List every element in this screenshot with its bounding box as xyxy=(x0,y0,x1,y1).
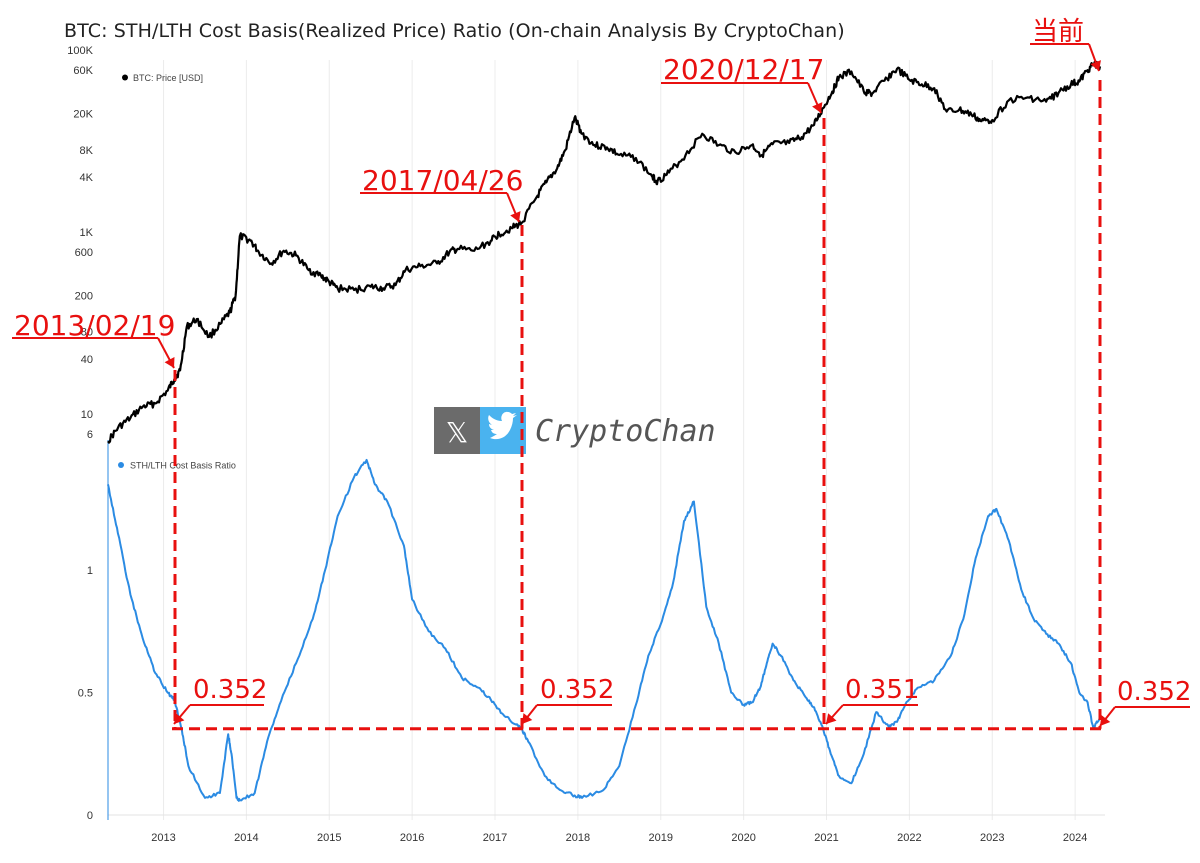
x-logo-icon: 𝕏 xyxy=(446,416,469,449)
ratio-y-tick-label: 0 xyxy=(87,810,93,822)
date-annotation-arrow-head xyxy=(1090,60,1101,71)
value-annotation-label: 0.351 xyxy=(845,675,919,705)
sth-lth-ratio-line xyxy=(107,458,1101,802)
annotations: 2013/02/19 2017/04/26 2020/12/17 当前 0.352 0.3… xyxy=(12,17,1191,731)
value-annotation-label: 0.352 xyxy=(1117,677,1191,707)
price-y-tick-label: 6 xyxy=(87,429,93,441)
price-y-tick-label: 1K xyxy=(80,227,94,239)
value-annotation-label: 0.352 xyxy=(193,675,267,705)
price-y-tick-label: 10 xyxy=(81,409,93,421)
ratio-legend: STH/LTH Cost Basis Ratio xyxy=(118,461,236,471)
grid-lines xyxy=(108,60,1105,820)
x-logo-box xyxy=(434,407,480,454)
date-annotation-arrow-head xyxy=(510,211,521,222)
ratio-legend-dot xyxy=(118,462,124,468)
watermark: 𝕏 CryptoChan xyxy=(434,407,716,454)
watermark-text: CryptoChan xyxy=(535,414,716,449)
price-legend-label: BTC: Price [USD] xyxy=(133,73,203,83)
x-tick-label: 2022 xyxy=(897,832,921,844)
chart-title: BTC: STH/LTH Cost Basis(Realized Price) … xyxy=(64,20,845,42)
twitter-bird-icon xyxy=(488,411,517,440)
value-annotation-label: 0.352 xyxy=(540,675,614,705)
date-annotation-label: 当前 xyxy=(1032,17,1084,47)
btc-price-line xyxy=(107,60,1102,444)
price-y-tick-label: 20K xyxy=(73,109,93,121)
value-annotation-arrow-head xyxy=(174,713,185,724)
x-tick-label: 2015 xyxy=(317,832,341,844)
value-annotation-arrow-head xyxy=(522,713,533,724)
price-y-tick-label: 8K xyxy=(80,145,94,157)
price-y-tick-label: 80 xyxy=(81,327,93,339)
value-annotation-arrow-head xyxy=(1100,715,1111,726)
x-tick-label: 2019 xyxy=(649,832,673,844)
ratio-y-tick-label: 1 xyxy=(87,565,93,577)
ratio-y-tick-label: 0.5 xyxy=(78,688,93,700)
price-y-tick-label: 200 xyxy=(75,290,93,302)
date-annotation-label: 2013/02/19 xyxy=(14,309,175,342)
x-tick-label: 2021 xyxy=(814,832,838,844)
ratio-legend-label: STH/LTH Cost Basis Ratio xyxy=(130,461,236,471)
date-annotation-label: 2017/04/26 xyxy=(362,164,523,197)
x-tick-label: 2016 xyxy=(400,832,424,844)
value-annotation-arrow-head xyxy=(826,713,837,724)
price-y-ticks: 6 10 40 80 200 600 1K 4K 8K 20K 60K 100K xyxy=(67,45,93,441)
x-tick-label: 2020 xyxy=(731,832,755,844)
ratio-y-ticks: 00.51 xyxy=(78,565,93,822)
date-annotation-arrow-head xyxy=(812,102,823,113)
price-y-tick-label: 40 xyxy=(81,354,93,366)
date-annotation-arrow-head xyxy=(164,357,175,368)
x-axis-ticks: 2013 2014 2015 2016 2017 2018 2019 2020 2021 2022… xyxy=(151,832,1087,844)
price-legend-dot xyxy=(122,74,128,81)
price-y-tick-label: 100K xyxy=(67,45,93,57)
x-tick-label: 2024 xyxy=(1063,832,1087,844)
x-tick-label: 2023 xyxy=(980,832,1004,844)
x-tick-label: 2018 xyxy=(566,832,590,844)
date-annotation-label: 2020/12/17 xyxy=(663,53,824,86)
x-tick-label: 2014 xyxy=(234,832,258,844)
x-tick-label: 2017 xyxy=(483,832,507,844)
price-y-tick-label: 4K xyxy=(80,172,94,184)
x-tick-label: 2013 xyxy=(151,832,175,844)
price-y-tick-label: 600 xyxy=(75,247,93,259)
price-y-tick-label: 60K xyxy=(73,65,93,77)
price-legend: BTC: Price [USD] xyxy=(122,73,203,83)
